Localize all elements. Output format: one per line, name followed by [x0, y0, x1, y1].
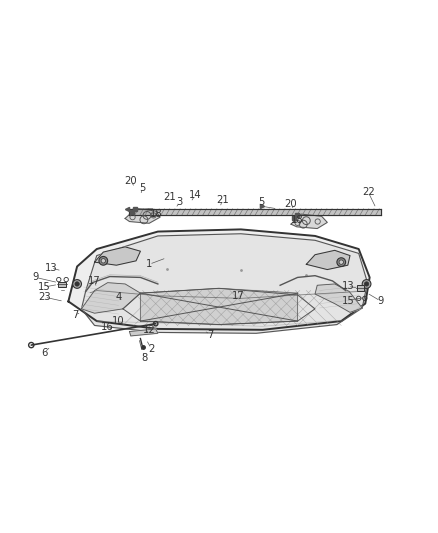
Text: 6: 6: [41, 348, 48, 358]
Text: 2: 2: [148, 344, 155, 354]
Text: 7: 7: [207, 330, 213, 340]
Polygon shape: [68, 229, 370, 330]
Text: 10: 10: [112, 316, 125, 326]
Text: 18: 18: [149, 209, 162, 219]
Polygon shape: [141, 288, 297, 325]
Text: 5: 5: [258, 197, 265, 207]
Circle shape: [364, 282, 369, 286]
Circle shape: [73, 280, 81, 288]
Text: 3: 3: [177, 197, 183, 207]
Polygon shape: [125, 208, 160, 223]
Text: 20: 20: [285, 199, 297, 209]
Polygon shape: [95, 247, 141, 265]
Text: 12: 12: [143, 325, 155, 335]
Text: 15: 15: [342, 296, 354, 306]
Text: 1: 1: [146, 260, 152, 269]
Polygon shape: [306, 251, 350, 270]
Text: 23: 23: [38, 292, 51, 302]
Polygon shape: [291, 214, 327, 229]
Circle shape: [99, 256, 108, 265]
Text: 15: 15: [38, 282, 51, 292]
Polygon shape: [81, 282, 141, 313]
Circle shape: [75, 282, 79, 286]
Circle shape: [339, 260, 343, 264]
Text: 13: 13: [45, 263, 57, 273]
Text: 9: 9: [32, 272, 39, 282]
FancyBboxPatch shape: [58, 282, 66, 287]
Text: 8: 8: [141, 353, 148, 363]
Circle shape: [362, 280, 371, 288]
Text: 5: 5: [139, 183, 146, 193]
Text: 18: 18: [291, 215, 304, 225]
Polygon shape: [130, 329, 158, 336]
Text: 21: 21: [216, 195, 229, 205]
Text: 13: 13: [342, 281, 354, 291]
Circle shape: [337, 258, 346, 266]
Text: 20: 20: [124, 176, 137, 187]
Text: 14: 14: [189, 190, 201, 200]
Text: 22: 22: [362, 187, 374, 197]
Text: 16: 16: [101, 322, 114, 332]
Text: 17: 17: [88, 276, 101, 286]
Polygon shape: [315, 284, 362, 312]
Text: 4: 4: [116, 292, 122, 302]
Text: 21: 21: [164, 192, 177, 201]
Polygon shape: [81, 234, 367, 333]
Text: 7: 7: [72, 310, 78, 320]
FancyBboxPatch shape: [357, 285, 364, 290]
Text: 17: 17: [232, 291, 245, 301]
Text: 9: 9: [378, 296, 384, 306]
Circle shape: [101, 259, 106, 263]
